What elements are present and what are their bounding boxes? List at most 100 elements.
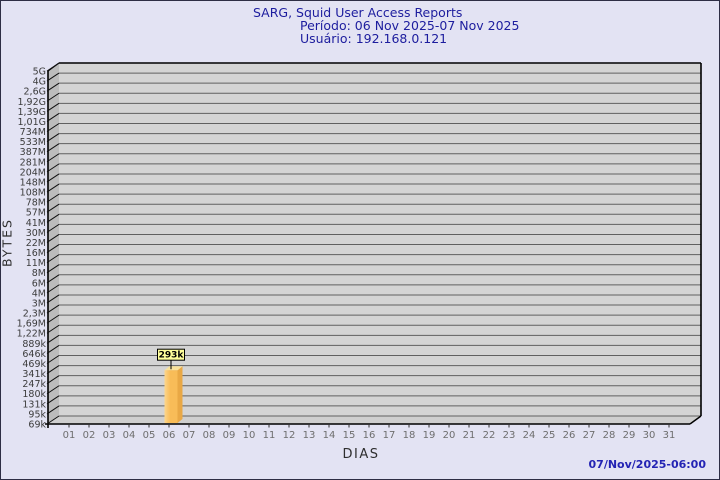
y-tick [46,365,60,374]
y-tick [46,254,60,264]
report-user: Usuário: 192.168.0.121 [300,31,448,46]
y-tick-label: 646k [22,349,46,360]
bar-day-06 [164,370,178,423]
y-tick [46,244,60,253]
x-tick-label: 31 [663,430,676,441]
y-tick [46,133,60,143]
x-tick-label: 02 [83,430,96,441]
y-tick [46,143,60,153]
y-tick [46,405,60,415]
y-tick-label: 533M [20,137,46,148]
y-tick-label: 247k [22,379,46,390]
y-tick [46,344,60,354]
x-axis-title: DIAS [342,447,380,462]
y-tick [46,183,60,193]
y-tick [46,173,60,183]
x-tick-label: 29 [623,430,636,441]
y-tick-label: 5G [33,67,46,78]
y-tick-label: 6M [32,278,46,289]
y-tick-label: 4G [33,77,46,88]
y-tick-label: 16M [26,248,46,259]
y-tick-label: 78M [26,198,46,209]
y-tick-label: 1,92G [17,97,46,108]
y-tick-label: 2,6G [24,87,46,98]
y-tick [46,82,60,92]
x-tick-label: 03 [103,430,116,441]
y-tick-label: 469k [22,359,46,370]
y-tick [46,62,60,72]
x-tick-label: 19 [423,430,436,441]
y-tick [46,113,60,122]
y-tick-label: 387M [20,147,46,158]
y-tick-label: 1,69M [17,319,46,330]
y-tick-label: 22M [26,238,46,249]
x-tick-label: 24 [523,430,536,441]
y-tick-label: 148M [20,177,46,188]
y-tick [46,153,60,163]
x-tick-label: 15 [343,430,356,441]
y-tick [46,395,60,405]
y-tick-label: 734M [20,127,46,138]
y-tick-label: 1,22M [17,329,46,340]
report-period: Período: 06 Nov 2025-07 Nov 2025 [300,18,520,33]
y-tick-label: 2,3M [23,309,46,320]
y-tick [46,123,60,132]
x-tick-label: 20 [443,430,456,441]
y-tick-label: 4M [32,288,46,299]
x-tick-label: 01 [63,430,76,441]
x-tick-label: 30 [643,430,656,441]
y-tick-label: 281M [20,157,46,168]
y-tick [46,314,60,324]
bar-top-face [164,366,183,371]
bar-side-face [177,366,183,423]
y-tick [46,102,60,112]
x-tick-label: 07 [183,430,196,441]
x-tick-label: 13 [303,430,316,441]
y-tick [46,284,60,294]
y-tick [46,324,60,334]
x-tick-label: 23 [503,430,516,441]
y-tick-label: 3M [32,298,46,309]
x-tick-label: 26 [563,430,576,441]
y-tick-label: 204M [20,167,46,178]
y-tick [46,213,60,223]
y-tick [46,92,60,102]
x-tick-label: 27 [583,430,596,441]
y-tick [46,304,60,314]
y-tick-label: 41M [26,218,46,229]
y-tick-label: 1,01G [17,117,46,128]
y-tick-label: 131k [22,399,46,410]
y-tick-label: 8M [32,268,46,279]
x-tick-label: 18 [403,430,416,441]
x-tick-label: 08 [203,430,216,441]
left-wall-3d [48,63,59,424]
y-tick-label: 57M [26,208,46,219]
x-tick-label: 17 [383,430,396,441]
y-tick [46,415,60,425]
y-tick [46,223,60,233]
generated-timestamp: 07/Nov/2025-06:00 [588,458,706,471]
y-tick-label: 95k [28,409,46,420]
x-tick-label: 10 [243,430,256,441]
y-tick [46,274,60,284]
report-title: SARG, Squid User Access Reports [253,5,463,20]
y-tick [46,234,60,243]
y-tick [46,334,60,344]
annotation-value-label: 293k [159,351,185,361]
y-tick-label: 108M [20,188,46,199]
x-tick-label: 16 [363,430,376,441]
y-tick [46,163,60,173]
y-tick-label: 1,39G [17,107,46,118]
y-tick-label: 341k [22,369,46,380]
y-tick-label: 889k [22,339,46,350]
floor-3d [48,416,701,424]
y-tick-label: 30M [26,228,46,239]
x-tick-label: 22 [483,430,496,441]
y-tick [46,203,60,213]
x-tick-label: 14 [323,430,336,441]
plot-area [59,63,701,416]
x-tick-label: 28 [603,430,616,441]
y-tick [46,72,60,82]
y-tick [46,385,60,395]
